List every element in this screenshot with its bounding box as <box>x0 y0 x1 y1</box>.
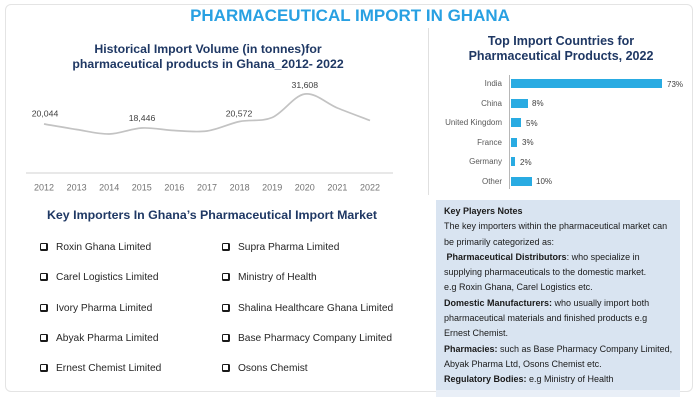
svg-text:2022: 2022 <box>360 183 380 193</box>
svg-text:18,446: 18,446 <box>129 113 156 123</box>
svg-text:31,608: 31,608 <box>292 80 319 90</box>
svg-text:2018: 2018 <box>230 183 250 193</box>
svg-text:2020: 2020 <box>295 183 315 193</box>
svg-text:2012: 2012 <box>34 183 54 193</box>
svg-text:2019: 2019 <box>262 183 282 193</box>
svg-text:2013: 2013 <box>67 183 87 193</box>
svg-text:2016: 2016 <box>164 183 184 193</box>
svg-text:2017: 2017 <box>197 183 217 193</box>
svg-text:20,572: 20,572 <box>226 109 253 119</box>
svg-text:2015: 2015 <box>132 183 152 193</box>
svg-text:2021: 2021 <box>327 183 347 193</box>
svg-text:20,044: 20,044 <box>32 109 59 119</box>
svg-text:2014: 2014 <box>99 183 119 193</box>
